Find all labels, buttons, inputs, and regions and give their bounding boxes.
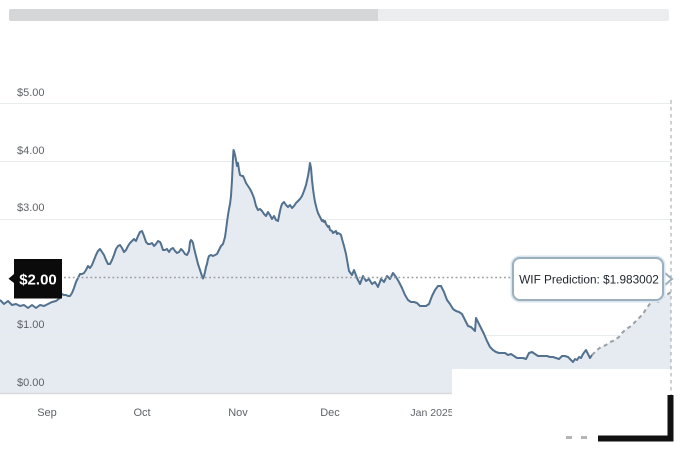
svg-text:Sep: Sep bbox=[37, 407, 57, 419]
svg-text:$0.00: $0.00 bbox=[17, 377, 45, 389]
svg-text:$1.00: $1.00 bbox=[17, 319, 45, 331]
svg-text:$2.00: $2.00 bbox=[19, 272, 57, 289]
svg-text:Jan 2025: Jan 2025 bbox=[410, 407, 453, 419]
svg-text:$4.00: $4.00 bbox=[17, 145, 45, 157]
svg-text:Nov: Nov bbox=[228, 407, 248, 419]
svg-text:Oct: Oct bbox=[133, 407, 150, 419]
svg-text:Dec: Dec bbox=[320, 407, 340, 419]
svg-text:WIF Prediction: $1.983002: WIF Prediction: $1.983002 bbox=[519, 273, 659, 287]
svg-text:$3.00: $3.00 bbox=[17, 202, 45, 214]
svg-text:$5.00: $5.00 bbox=[17, 87, 45, 99]
